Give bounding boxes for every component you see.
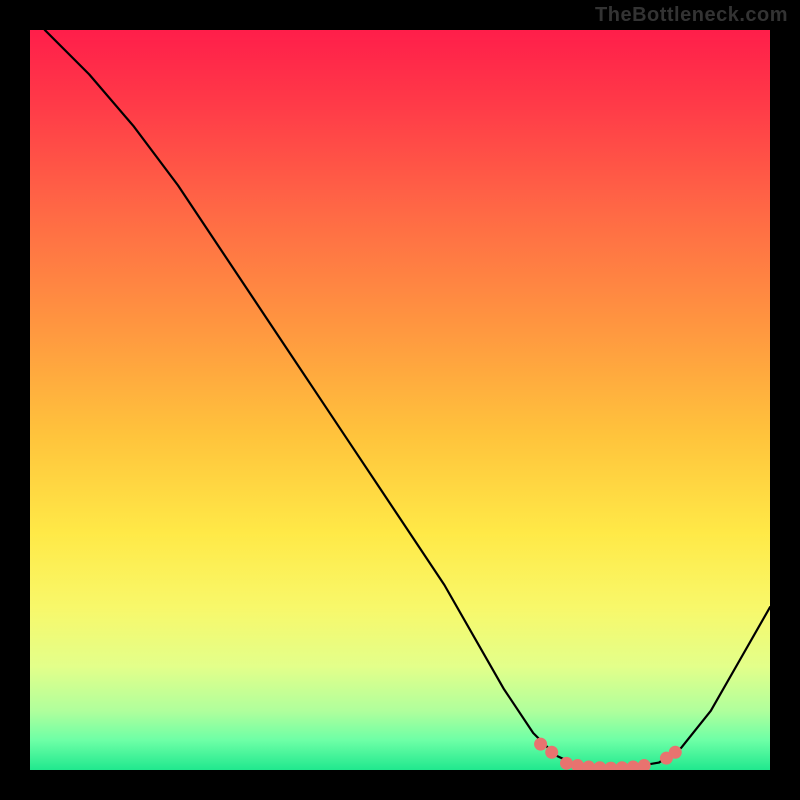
plot-svg bbox=[30, 30, 770, 770]
curve-marker bbox=[534, 738, 547, 751]
curve-marker bbox=[560, 757, 573, 770]
curve-marker bbox=[669, 746, 682, 759]
curve-marker bbox=[545, 746, 558, 759]
plot-area bbox=[30, 30, 770, 770]
chart-container: TheBottleneck.com bbox=[0, 0, 800, 800]
watermark-text: TheBottleneck.com bbox=[595, 4, 788, 27]
gradient-background bbox=[30, 30, 770, 770]
